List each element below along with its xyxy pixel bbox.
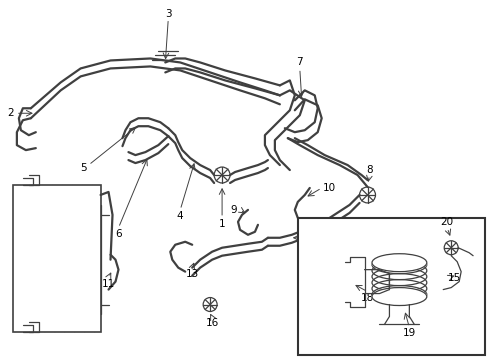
Text: 13: 13 [185, 269, 199, 279]
Bar [13, 185, 101, 332]
Text: 17: 17 [301, 332, 314, 342]
Text: 10: 10 [323, 183, 336, 193]
Ellipse shape [371, 288, 426, 306]
Text: 2: 2 [8, 108, 14, 118]
Text: 20: 20 [440, 217, 453, 227]
Text: 19: 19 [402, 328, 415, 338]
Text: 7: 7 [296, 58, 303, 67]
Text: 12: 12 [340, 263, 353, 273]
Text: 11: 11 [102, 279, 115, 289]
Text: 6: 6 [115, 229, 122, 239]
Text: 5: 5 [80, 163, 87, 173]
Text: 3: 3 [164, 9, 171, 19]
Text: 8: 8 [366, 165, 372, 175]
Text: 9: 9 [230, 205, 237, 215]
Text: 1: 1 [218, 219, 225, 229]
Text: 4: 4 [177, 211, 183, 221]
Bar [297, 218, 484, 355]
Text: 14: 14 [310, 233, 324, 243]
Text: 15: 15 [447, 273, 460, 283]
Text: 18: 18 [360, 293, 373, 302]
Text: 16: 16 [205, 319, 218, 328]
Ellipse shape [371, 254, 426, 272]
